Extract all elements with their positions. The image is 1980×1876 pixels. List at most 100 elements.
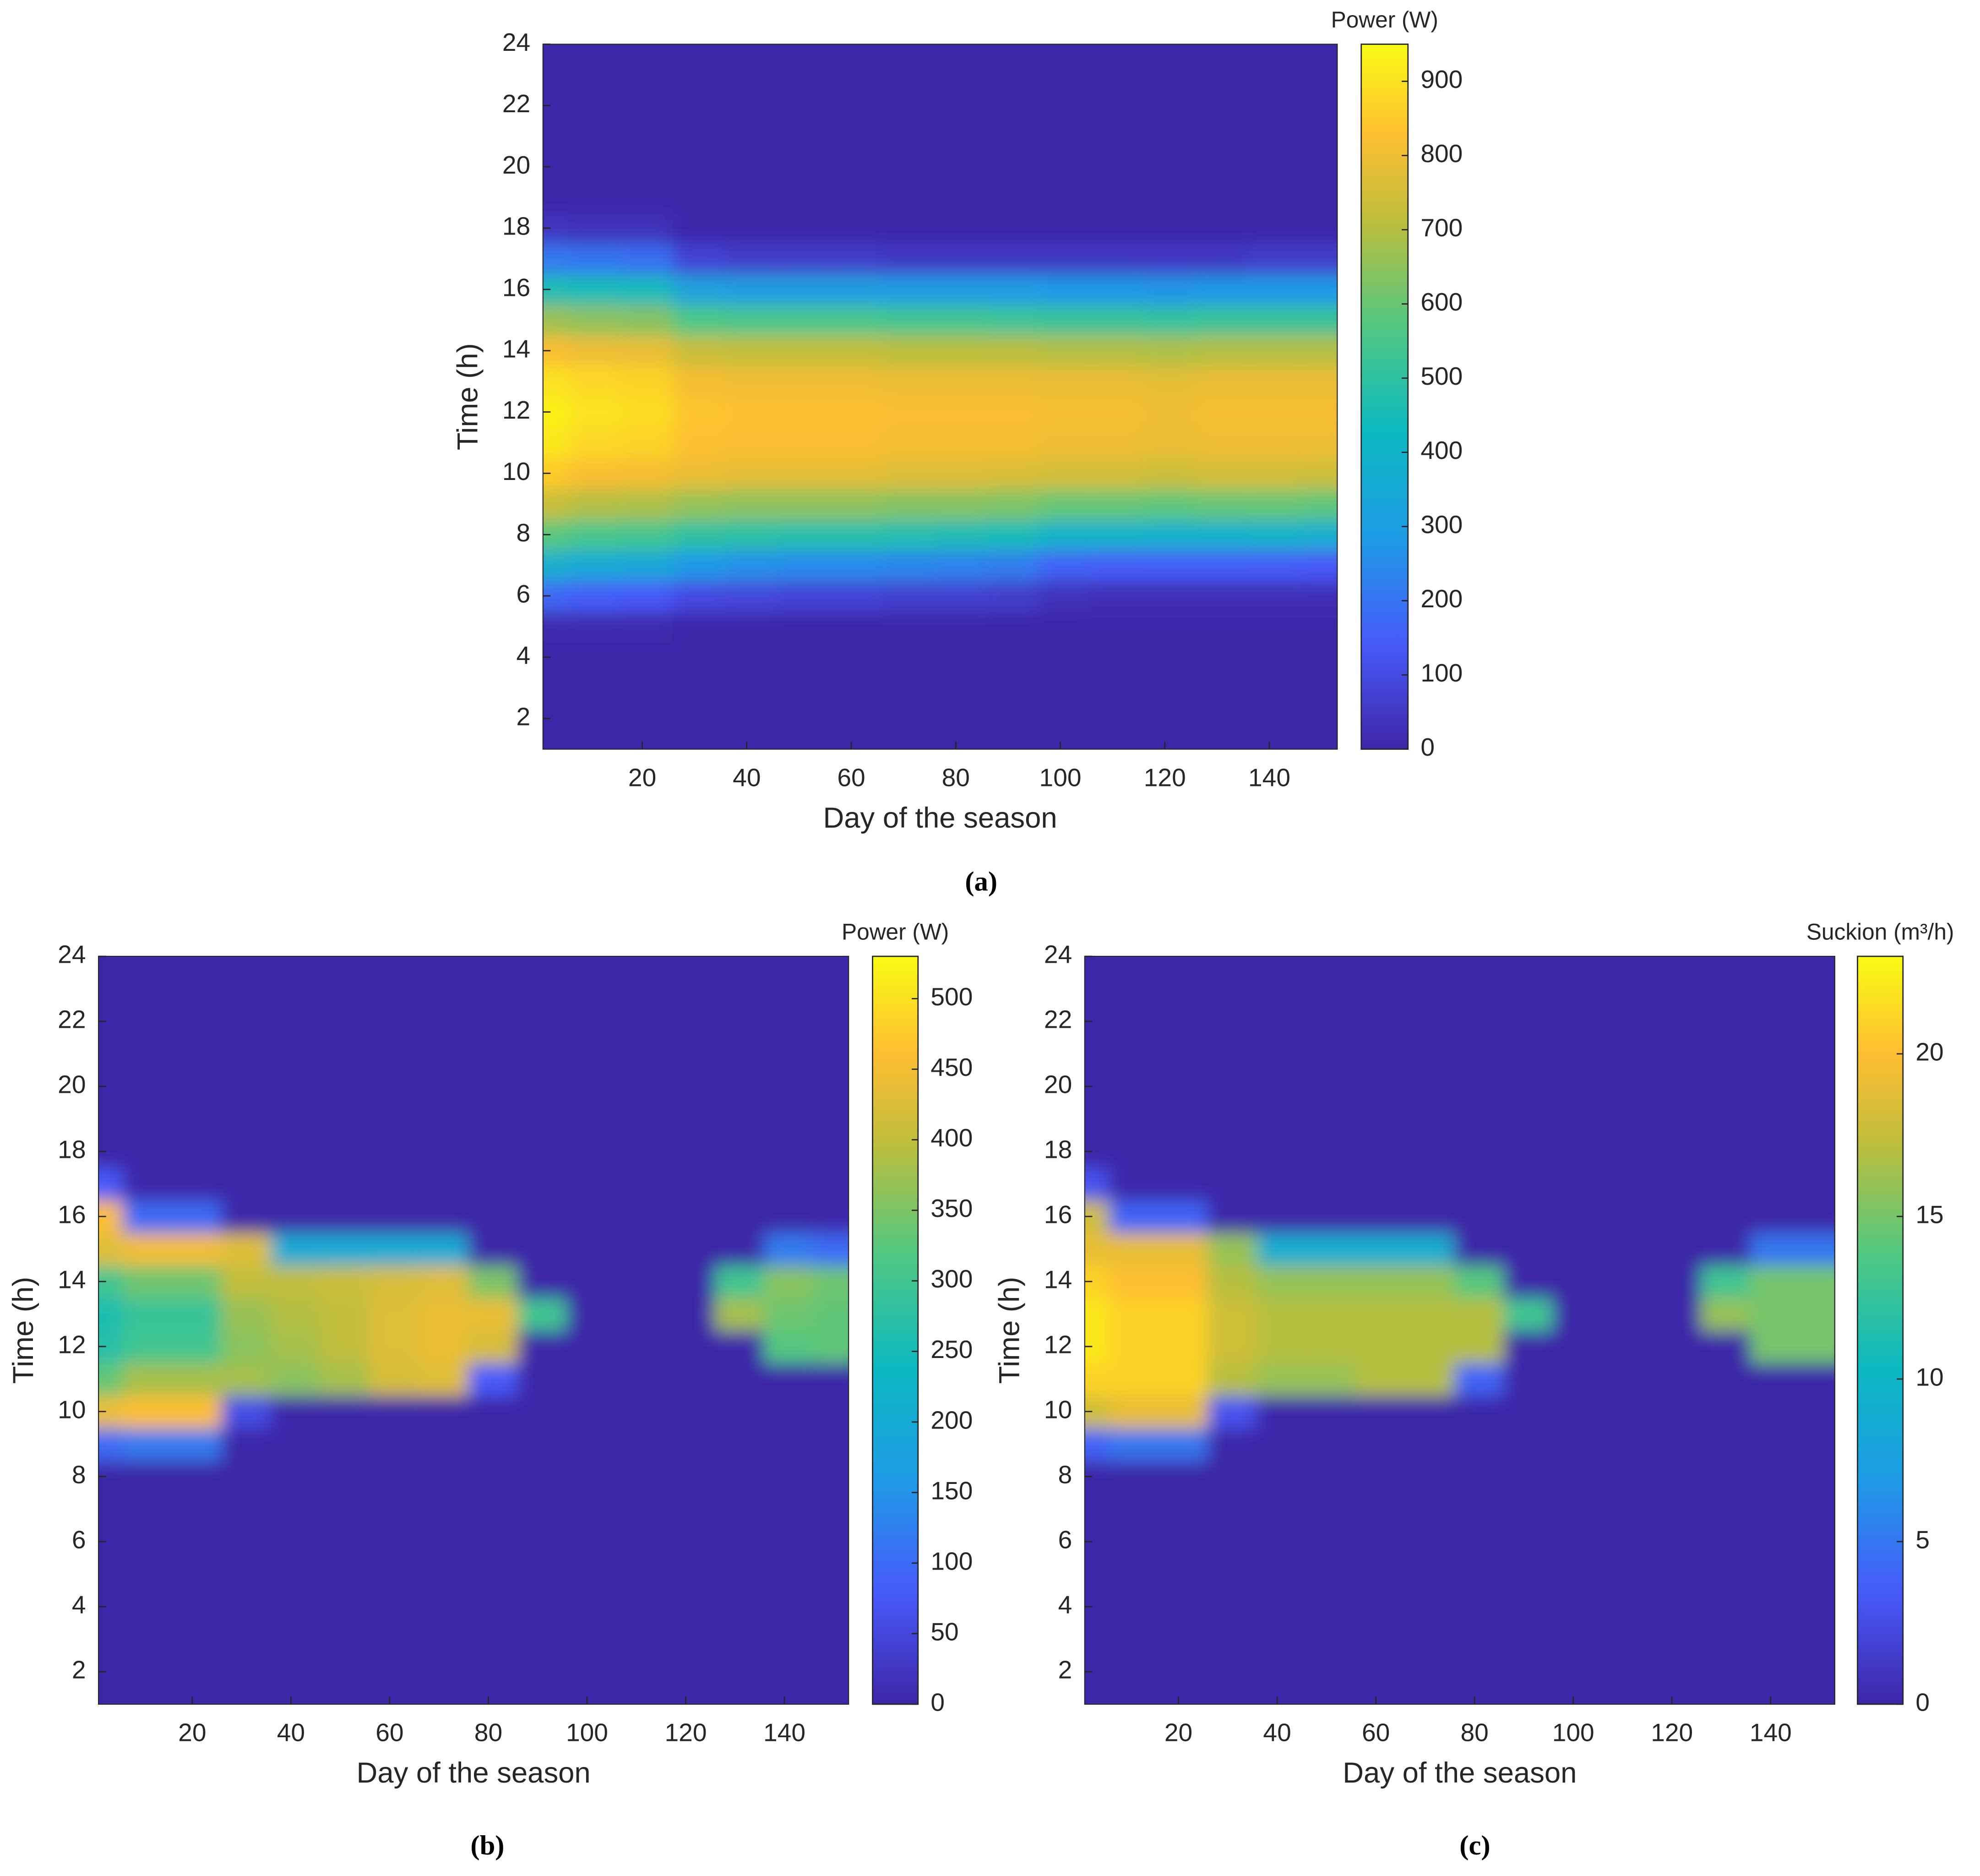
- heatmap-cell: [882, 611, 936, 643]
- heatmap-cell: [320, 1004, 371, 1038]
- heatmap-cell: [270, 1557, 321, 1591]
- heatmap-cell: [1247, 702, 1301, 735]
- heatmap-cell: [934, 396, 988, 428]
- heatmap-cell: [1454, 1297, 1505, 1331]
- heatmap-cell: [221, 1102, 272, 1136]
- heatmap-cell: [468, 1427, 519, 1461]
- heatmap-cell: [714, 1330, 766, 1363]
- heatmap-cell: [616, 1069, 667, 1103]
- heatmap-cell: [270, 1362, 321, 1396]
- colorbar-tick-label: 300: [930, 1265, 973, 1293]
- heatmap-cell: [1306, 956, 1357, 973]
- heatmap-cell: [320, 1427, 371, 1461]
- heatmap-cell: [1750, 1134, 1801, 1168]
- heatmap-cell: [122, 1167, 174, 1201]
- heatmap-cell: [1800, 1492, 1835, 1526]
- heatmap-cell: [777, 426, 831, 459]
- heatmap-cell: [270, 1525, 321, 1559]
- heatmap-cell: [777, 488, 831, 520]
- heatmap-cell: [665, 1297, 716, 1331]
- heatmap-cell: [1143, 44, 1197, 60]
- heatmap-cell: [1300, 396, 1338, 428]
- heatmap-cell: [665, 1362, 716, 1396]
- heatmap-cell: [1306, 1167, 1357, 1201]
- heatmap-cell: [1109, 1037, 1159, 1071]
- heatmap-cell: [1404, 1297, 1456, 1331]
- heatmap-cell: [764, 1590, 815, 1624]
- heatmap-cell: [1454, 1265, 1505, 1298]
- heatmap-cell: [1306, 1200, 1357, 1233]
- heatmap-cell: [1503, 1297, 1554, 1331]
- heatmap-cell: [419, 1460, 469, 1494]
- heatmap-cell: [813, 1200, 849, 1233]
- heatmap-cell: [1207, 1232, 1258, 1266]
- heatmap-cell: [517, 1167, 568, 1201]
- heatmap-cell: [1651, 956, 1703, 973]
- heatmap-cell: [673, 212, 727, 244]
- heatmap-cell: [620, 243, 675, 275]
- heatmap-cell: [777, 212, 831, 244]
- heatmap-cell: [1091, 120, 1145, 153]
- heatmap-cell: [1039, 671, 1093, 704]
- heatmap-cell: [882, 212, 936, 244]
- heatmap-cell: [568, 549, 622, 581]
- heatmap-cell: [1084, 1427, 1110, 1461]
- heatmap-cell: [1404, 1525, 1456, 1559]
- heatmap-cell: [1553, 1069, 1604, 1103]
- heatmap-cell: [616, 1557, 667, 1591]
- heatmap-cell: [1158, 956, 1209, 973]
- heatmap-cell: [1355, 1004, 1406, 1038]
- heatmap-cell: [620, 120, 675, 153]
- heatmap-cell: [616, 1004, 667, 1038]
- heatmap-cell: [1503, 1525, 1554, 1559]
- heatmap-cell: [764, 1395, 815, 1429]
- heatmap-cell: [882, 671, 936, 704]
- heatmap-cell: [122, 1200, 174, 1233]
- heatmap-cell: [1158, 1655, 1209, 1689]
- heatmap-cell: [1257, 1297, 1308, 1331]
- heatmap-cell: [1454, 1362, 1505, 1396]
- heatmap-cell: [172, 1557, 223, 1591]
- heatmap-cell: [986, 151, 1040, 183]
- heatmap-cell: [830, 580, 883, 612]
- heatmap-cell: [1602, 1395, 1653, 1429]
- heatmap-cell: [1143, 518, 1197, 551]
- plot-frame: [1084, 955, 1835, 1705]
- heatmap-cell: [172, 1687, 223, 1704]
- heatmap-cell: [813, 1687, 849, 1704]
- heatmap-cell: [616, 1622, 667, 1656]
- colorbar-tick-label: 0: [1915, 1688, 1930, 1716]
- heatmap-cell: [172, 1395, 223, 1429]
- heatmap-cell: [1247, 396, 1301, 428]
- heatmap-cell: [1701, 1687, 1752, 1704]
- heatmap-cell: [1247, 151, 1301, 183]
- heatmap-cell: [1404, 1004, 1456, 1038]
- heatmap-cell: [882, 549, 936, 581]
- heatmap-cell: [777, 151, 831, 183]
- heatmap-cell: [369, 1622, 420, 1656]
- heatmap-cell: [1800, 1525, 1835, 1559]
- heatmap-cell: [1651, 1460, 1703, 1494]
- heatmap-cell: [566, 1232, 618, 1266]
- heatmap-cell: [517, 1297, 568, 1331]
- heatmap-cell: [986, 518, 1040, 551]
- heatmap-cell: [1503, 1330, 1554, 1363]
- heatmap-cell: [221, 1297, 272, 1331]
- heatmap-cell: [517, 1622, 568, 1656]
- heatmap-cell: [616, 1395, 667, 1429]
- heatmap-cell: [369, 1037, 420, 1071]
- heatmap-cell: [620, 334, 675, 367]
- heatmap-cell: [1109, 1427, 1159, 1461]
- heatmap-cell: [1503, 1069, 1554, 1103]
- heatmap-cell: [986, 44, 1040, 60]
- heatmap-cell: [1195, 44, 1249, 60]
- heatmap-cell: [122, 1687, 174, 1704]
- heatmap-cell: [543, 365, 570, 398]
- heatmap-cell: [1247, 580, 1301, 612]
- heatmap-cell: [1143, 426, 1197, 459]
- heatmap-cell: [620, 457, 675, 490]
- x-tick-label: 140: [1248, 763, 1290, 791]
- heatmap-cell: [320, 1362, 371, 1396]
- heatmap-cell: [1503, 1492, 1554, 1526]
- heatmap-cell: [1750, 1069, 1801, 1103]
